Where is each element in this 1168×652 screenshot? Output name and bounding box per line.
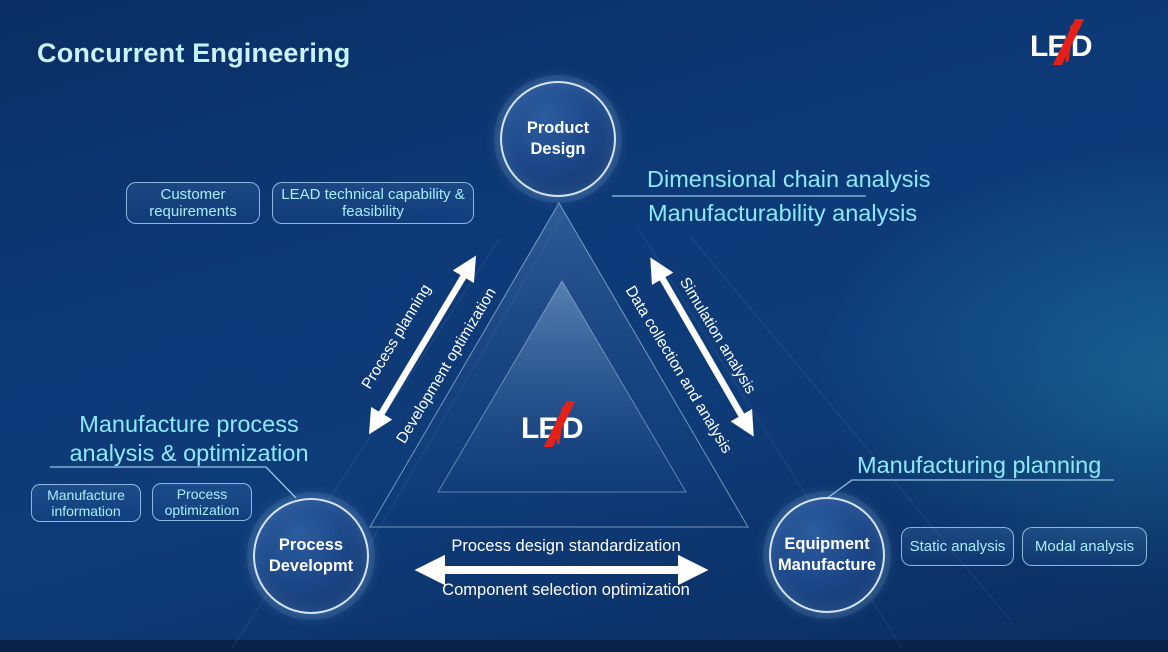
label-component-selection-optimization: Component selection optimization	[442, 581, 690, 599]
node-label: Manufacture	[777, 556, 877, 574]
arrow-left-edge	[368, 255, 477, 435]
node-label: Equipment	[784, 535, 870, 553]
heading-manufacturability-analysis: Manufacturability analysis	[648, 200, 918, 226]
node-product-design: Product Design	[500, 81, 616, 197]
node-label: Design	[530, 140, 586, 158]
label-process-design-standardization: Process design standardization	[451, 537, 681, 555]
heading-manufacture-process: Manufacture process analysis & optimizat…	[30, 410, 348, 468]
inner-triangle	[437, 280, 687, 493]
node-label: Developmt	[268, 557, 354, 575]
pill-customer-requirements: Customer requirements	[126, 182, 260, 224]
node-equipment-manufacture: Equipment Manufacture	[769, 497, 885, 613]
lead-logo-center: LE D	[521, 401, 584, 447]
logo-text-d: D	[1070, 30, 1093, 63]
pill-static-analysis: Static analysis	[901, 527, 1014, 566]
heading-line: analysis & optimization	[69, 440, 309, 466]
arrow-right-edge	[650, 257, 754, 437]
leader-manufacturing-planning	[825, 479, 1114, 500]
pill-manufacture-information: Manufacture information	[31, 484, 141, 522]
heading-line: Manufacture process	[79, 411, 299, 437]
page-title: Concurrent Engineering	[37, 38, 351, 68]
node-label: Process	[278, 536, 344, 554]
pill-lead-technical: LEAD technical capability & feasibility	[272, 182, 474, 224]
logo-text-d: D	[561, 412, 584, 445]
node-process-development: Process Developmt	[253, 498, 369, 614]
heading-dimensional-chain-analysis: Dimensional chain analysis	[647, 166, 931, 192]
node-label: Product	[526, 119, 590, 137]
lead-logo: LE D	[1030, 19, 1093, 65]
bottom-band	[0, 640, 1168, 652]
pill-process-optimization: Process optimization	[152, 483, 252, 521]
leader-manufacture-process	[50, 466, 297, 499]
heading-manufacturing-planning: Manufacturing planning	[857, 452, 1102, 478]
pill-modal-analysis: Modal analysis	[1022, 527, 1147, 566]
